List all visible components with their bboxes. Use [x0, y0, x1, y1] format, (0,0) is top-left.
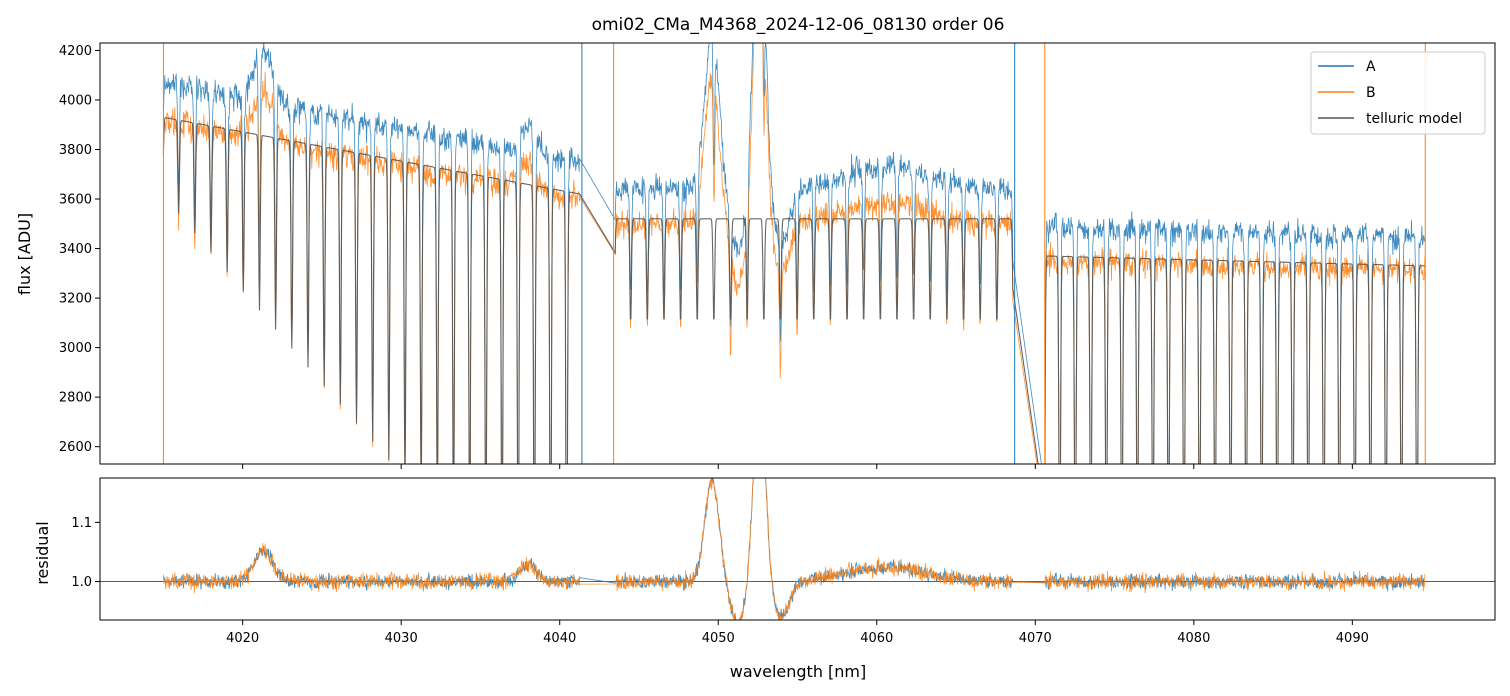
legend-label-telluric: telluric model: [1366, 111, 1462, 127]
top-y-tick-label: 3600: [59, 193, 92, 208]
bottom-y-tick-label: 1.0: [71, 575, 92, 590]
bottom-x-tick-label: 4090: [1336, 631, 1369, 646]
bottom-x-tick-label: 4060: [860, 631, 893, 646]
top-panel: 2600 2800 3000 3200 3400 3600 3800 4000 4200 flu…: [15, 42, 1496, 469]
legend-label-B: B: [1366, 85, 1376, 101]
top-y-tick-label: 3800: [59, 143, 92, 158]
top-y-tick-label: 3200: [59, 292, 92, 307]
bottom-x-tick-label: 4040: [543, 631, 576, 646]
top-y-tick-label: 3400: [59, 242, 92, 257]
legend: A B telluric model: [1310, 51, 1486, 135]
top-y-tick-label: 3000: [59, 341, 92, 356]
chart-title: omi02_CMa_M4368_2024-12-06_08130 order 0…: [592, 15, 1005, 35]
legend-box: [1310, 51, 1486, 135]
legend-label-A: A: [1366, 59, 1376, 75]
top-y-axis-label: flux [ADU]: [15, 213, 34, 295]
bottom-x-tick-label: 4020: [226, 631, 259, 646]
bottom-y-axis: 1.0 1.1: [71, 516, 100, 590]
bottom-x-axis: 4020 4030 4040 4050 4060 4070 4080 4090: [226, 620, 1369, 646]
series-group-bottom: [100, 478, 1495, 620]
series-line-B: [163, 43, 1426, 464]
top-y-tick-label: 2800: [59, 391, 92, 406]
top-y-tick-label: 4200: [59, 44, 92, 59]
top-y-tick-label: 4000: [59, 93, 92, 108]
top-y-tick-label: 2600: [59, 440, 92, 455]
top-panel-frame: [99, 42, 1496, 465]
residual-line-B: [163, 478, 1426, 620]
bottom-x-tick-label: 4030: [385, 631, 418, 646]
x-axis-label: wavelength [nm]: [730, 662, 867, 681]
series-line-A: [163, 43, 1426, 464]
bottom-x-tick-label: 4050: [702, 631, 735, 646]
top-y-axis: 2600 2800 3000 3200 3400 3600 3800 4000 4200: [59, 44, 100, 455]
bottom-y-axis-label: residual: [33, 521, 52, 584]
series-group-top: [162, 43, 1426, 464]
bottom-panel: 1.01.1 4020 4030 4040 4050 4060 4070 4080 4090 …: [33, 477, 1496, 681]
series-line-telluric-model: [162, 117, 1425, 464]
bottom-panel-frame: [99, 477, 1496, 621]
top-x-axis: [242, 464, 1353, 469]
bottom-y-tick-label: 1.1: [71, 516, 92, 531]
spike-lines: [162, 43, 1426, 464]
bottom-x-tick-label: 4080: [1177, 631, 1210, 646]
bottom-x-tick-label: 4070: [1019, 631, 1052, 646]
